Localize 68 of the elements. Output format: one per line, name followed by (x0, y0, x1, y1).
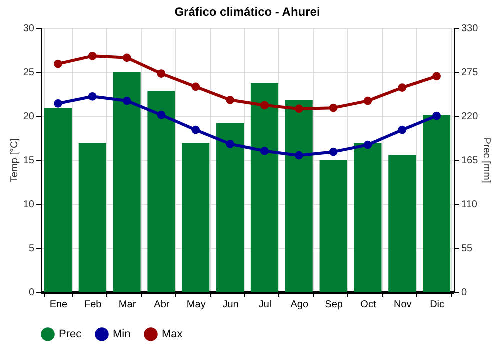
x-tick-label: Jul (258, 300, 272, 310)
point (54, 60, 62, 68)
bar (44, 108, 72, 292)
bar (423, 115, 451, 292)
x-tick-label: Dic (430, 300, 445, 310)
x-tick-label: May (186, 300, 206, 310)
point (398, 84, 407, 92)
bar (250, 83, 278, 292)
point (54, 100, 62, 108)
y-tick-label: 0 (28, 288, 35, 298)
bar (113, 72, 141, 292)
y2-tick-label: 330 (462, 24, 479, 34)
legend-label: Max (162, 328, 184, 340)
point (329, 104, 338, 112)
y2-axis-title: Prec [mm] (481, 138, 492, 184)
point (192, 82, 200, 92)
point (329, 148, 338, 156)
point (364, 140, 372, 150)
x-tick-label: Sep (325, 300, 344, 310)
bar (216, 123, 244, 292)
point (260, 147, 269, 156)
bar (388, 155, 416, 292)
x-tick-label: Feb (84, 300, 102, 310)
bar (78, 143, 106, 292)
point (294, 104, 304, 114)
x-tick-label: Oct (360, 300, 376, 310)
point (398, 126, 407, 134)
point (157, 110, 166, 120)
point (88, 52, 97, 60)
point (88, 92, 97, 101)
point (122, 96, 132, 106)
y-tick-label: 25 (23, 68, 35, 78)
x-tick-label: Jun (222, 300, 239, 310)
point (364, 96, 372, 106)
point (432, 112, 441, 120)
x-tick-label: Ene (50, 300, 68, 310)
y2-tick-label: 0 (462, 288, 468, 298)
y-tick-label: 10 (23, 200, 35, 210)
point (226, 140, 234, 148)
y2-tick-label: 110 (462, 200, 478, 210)
x-tick-label: Mar (118, 300, 137, 310)
point (157, 70, 166, 78)
chart-title: Gráfico climático - Ahurei (174, 5, 320, 19)
point (260, 101, 269, 110)
y2-tick-label: 275 (462, 68, 479, 78)
x-tick-label: Nov (394, 300, 412, 310)
point (226, 96, 234, 104)
legend-label: Min (113, 328, 131, 340)
point (432, 72, 441, 81)
bar (285, 100, 313, 292)
x-tick-label: Ago (290, 300, 309, 310)
point (122, 54, 132, 62)
point (192, 126, 200, 134)
y-tick-label: 5 (28, 244, 35, 254)
y-tick-label: 30 (23, 24, 35, 34)
bar (354, 143, 382, 292)
legend-label: Prec (59, 328, 82, 340)
x-tick-label: Abr (154, 300, 170, 310)
bar (148, 91, 176, 292)
y2-tick-label: 220 (462, 112, 479, 122)
y-tick-label: 15 (23, 156, 35, 166)
point (294, 151, 304, 160)
bar (182, 143, 210, 292)
y-tick-label: 20 (23, 112, 35, 122)
y2-tick-label: 165 (462, 156, 479, 166)
y-axis-title: Temp [°C] (9, 138, 20, 183)
y2-tick-label: 55 (462, 244, 474, 254)
bar (320, 160, 348, 292)
